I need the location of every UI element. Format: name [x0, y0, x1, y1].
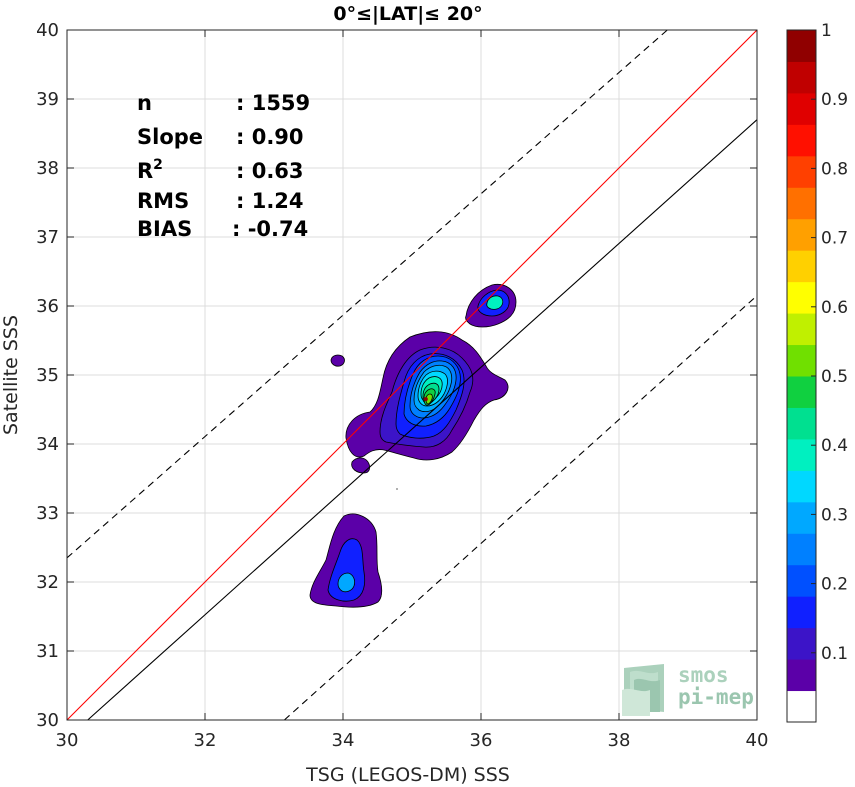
contour-dot: [330, 354, 345, 367]
y-axis-ticks: 30 31 32 33 34 35 36 37 38 39 40: [36, 20, 757, 731]
y-tick-label: 38: [36, 158, 59, 179]
colorbar-swatch: [787, 124, 816, 157]
colorbar-swatch: [787, 596, 816, 629]
stat-value: : 0.90: [236, 125, 304, 149]
logo-wave-icon: [622, 664, 664, 716]
colorbar-tick-label: 0.5: [821, 367, 848, 387]
density-contours: [309, 283, 517, 608]
logo-line1: smos: [678, 663, 729, 687]
colorbar-swatch: [787, 218, 816, 251]
y-tick-label: 39: [36, 89, 59, 110]
colorbar-swatch: [787, 313, 816, 346]
y-tick-label: 32: [36, 572, 59, 593]
y-tick-label: 35: [36, 365, 59, 386]
colorbar-swatch: [787, 470, 816, 503]
colorbar-swatch: [787, 250, 816, 283]
x-axis-ticks: 30 32 34 36 38 40: [56, 30, 769, 751]
upper-bound-line: [66, 29, 668, 559]
colorbar-tick-label: 0.3: [821, 505, 848, 525]
colorbar-swatch: [787, 376, 816, 408]
colorbar-tick-label: 0.4: [821, 436, 848, 456]
x-tick-label: 38: [608, 730, 631, 751]
lower-bound-line: [283, 295, 758, 721]
y-tick-label: 31: [36, 641, 59, 662]
colorbar-swatch: [787, 627, 816, 660]
y-tick-label: 37: [36, 227, 59, 248]
colorbar-swatch: [787, 564, 816, 597]
colorbar-swatch: [787, 61, 816, 94]
colorbar-swatch: [787, 187, 816, 220]
y-tick-label: 34: [36, 434, 59, 455]
contour-main-level-11: [425, 393, 433, 405]
contour-lower-level-3: [337, 572, 356, 593]
regression-line: [87, 119, 758, 721]
x-tick-label: 30: [56, 730, 79, 751]
colorbar-swatch: [787, 281, 816, 314]
x-tick-label: 36: [470, 730, 493, 751]
stat-value: : -0.74: [232, 217, 308, 241]
colorbar-swatch: [787, 407, 816, 440]
y-tick-label: 40: [36, 20, 59, 41]
colorbar-swatch: [787, 344, 816, 377]
stat-value: : 1559: [236, 91, 310, 115]
colorbar-tick-label: 0.6: [821, 298, 848, 318]
stat-label: Slope: [137, 125, 203, 149]
logo-line2: pi-mep: [678, 685, 754, 709]
colorbar-swatch: [787, 92, 816, 125]
y-tick-label: 33: [36, 503, 59, 524]
reference-lines: [66, 29, 758, 721]
stat-value: : 0.63: [236, 159, 304, 183]
colorbar: 0.1 0.2 0.3 0.4 0.5 0.6 0.7 0.8 0.9 1: [786, 21, 848, 723]
colorbar-swatch: [787, 690, 816, 723]
colorbar-swatch: [787, 533, 816, 566]
density-peak: [423, 397, 428, 402]
colorbar-swatch: [787, 30, 816, 62]
y-tick-label: 30: [36, 710, 59, 731]
colorbar-tick-label: 0.1: [821, 644, 848, 664]
x-tick-label: 40: [746, 730, 769, 751]
colorbar-tick-label: 0.8: [821, 159, 848, 179]
colorbar-swatch: [787, 659, 816, 692]
x-tick-label: 34: [332, 730, 355, 751]
smos-pi-mep-logo: smos pi-mep: [622, 663, 754, 716]
colorbar-swatch: [787, 438, 816, 471]
identity-line: [66, 29, 758, 721]
y-axis-label: Satellite SSS: [0, 315, 22, 435]
stat-value: : 1.24: [236, 189, 304, 213]
contour-tail: [351, 457, 371, 474]
y-tick-label: 36: [36, 296, 59, 317]
x-axis-label: TSG (LEGOS-DM) SSS: [305, 764, 510, 786]
contour-lower-level-2: [327, 538, 366, 602]
colorbar-tick-label: 0.2: [821, 575, 848, 595]
contour-speck: [396, 488, 398, 490]
plot-area: 30 32 34 36 38 40 30 31 32 33 34 35 36 37 38 39 40: [36, 20, 768, 751]
colorbar-tick-label: 0.9: [821, 90, 848, 110]
stat-label: RMS: [137, 189, 189, 213]
chart-title: 0°≤|LAT|≤ 20°: [333, 3, 482, 25]
contour-upper-level-3: [486, 295, 504, 310]
colorbar-tick-label: 0.7: [821, 229, 848, 249]
colorbar-tick-label: 1: [821, 21, 832, 41]
colorbar-swatch: [787, 501, 816, 534]
stat-label: BIAS: [137, 217, 192, 241]
colorbar-swatch: [787, 155, 816, 188]
stat-label: n: [137, 91, 152, 115]
x-tick-label: 32: [194, 730, 217, 751]
